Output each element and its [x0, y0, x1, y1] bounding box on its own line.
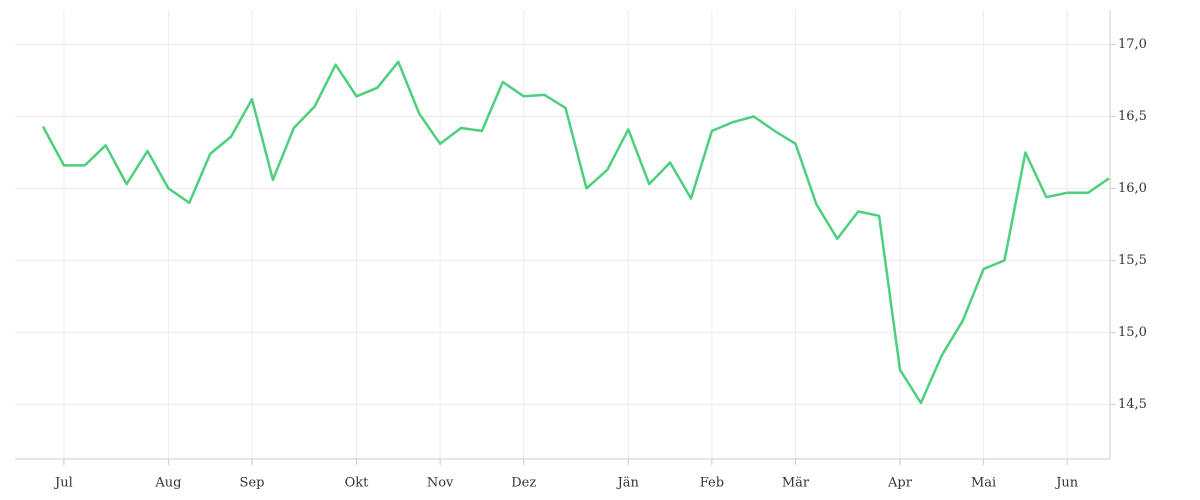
- x-tick-label: Mär: [782, 476, 810, 491]
- x-tick-label: Okt: [345, 476, 370, 491]
- y-tick-label: 14,5: [1118, 397, 1147, 412]
- x-tick-label: Dez: [511, 476, 536, 491]
- x-tick-label: Jän: [616, 476, 640, 491]
- x-tick-label: Aug: [154, 476, 181, 491]
- x-tick-label: Apr: [887, 476, 913, 491]
- x-tick-label: Feb: [700, 476, 724, 491]
- y-tick-label: 16,0: [1118, 181, 1147, 196]
- x-tick-label: Sep: [240, 476, 265, 491]
- x-tick-label: Nov: [427, 476, 454, 491]
- y-tick-label: 15,5: [1118, 253, 1147, 268]
- x-tick-label: Jul: [53, 476, 73, 491]
- y-tick-label: 16,5: [1118, 109, 1147, 124]
- x-tick-label: Mai: [971, 476, 996, 491]
- y-tick-label: 15,0: [1118, 325, 1147, 340]
- x-tick-label: Jun: [1054, 476, 1079, 491]
- y-tick-label: 17,0: [1118, 37, 1147, 52]
- line-series: [41, 60, 1110, 405]
